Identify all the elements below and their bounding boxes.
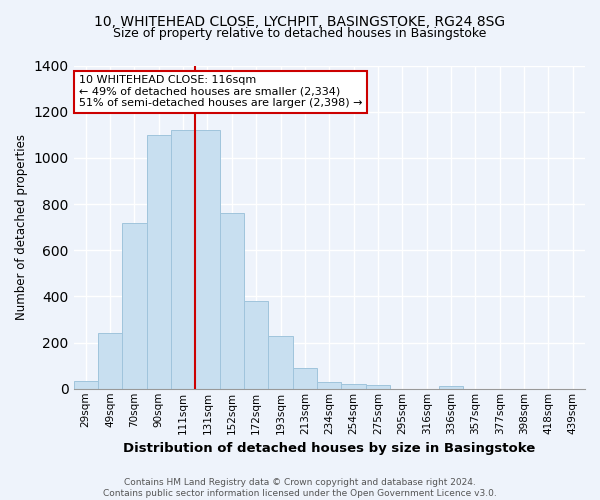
Bar <box>439 386 463 389</box>
Bar <box>146 135 171 389</box>
Text: Contains HM Land Registry data © Crown copyright and database right 2024.
Contai: Contains HM Land Registry data © Crown c… <box>103 478 497 498</box>
Bar <box>293 368 317 389</box>
Text: 10, WHITEHEAD CLOSE, LYCHPIT, BASINGSTOKE, RG24 8SG: 10, WHITEHEAD CLOSE, LYCHPIT, BASINGSTOK… <box>94 15 506 29</box>
Bar <box>122 222 146 389</box>
Bar <box>317 382 341 389</box>
X-axis label: Distribution of detached houses by size in Basingstoke: Distribution of detached houses by size … <box>123 442 535 455</box>
Bar <box>341 384 366 389</box>
Text: 10 WHITEHEAD CLOSE: 116sqm
← 49% of detached houses are smaller (2,334)
51% of s: 10 WHITEHEAD CLOSE: 116sqm ← 49% of deta… <box>79 75 362 108</box>
Bar <box>98 334 122 389</box>
Bar <box>244 301 268 389</box>
Bar <box>366 386 390 389</box>
Bar <box>74 380 98 389</box>
Bar <box>171 130 196 389</box>
Bar <box>220 214 244 389</box>
Y-axis label: Number of detached properties: Number of detached properties <box>15 134 28 320</box>
Bar <box>196 130 220 389</box>
Text: Size of property relative to detached houses in Basingstoke: Size of property relative to detached ho… <box>113 28 487 40</box>
Bar <box>268 336 293 389</box>
